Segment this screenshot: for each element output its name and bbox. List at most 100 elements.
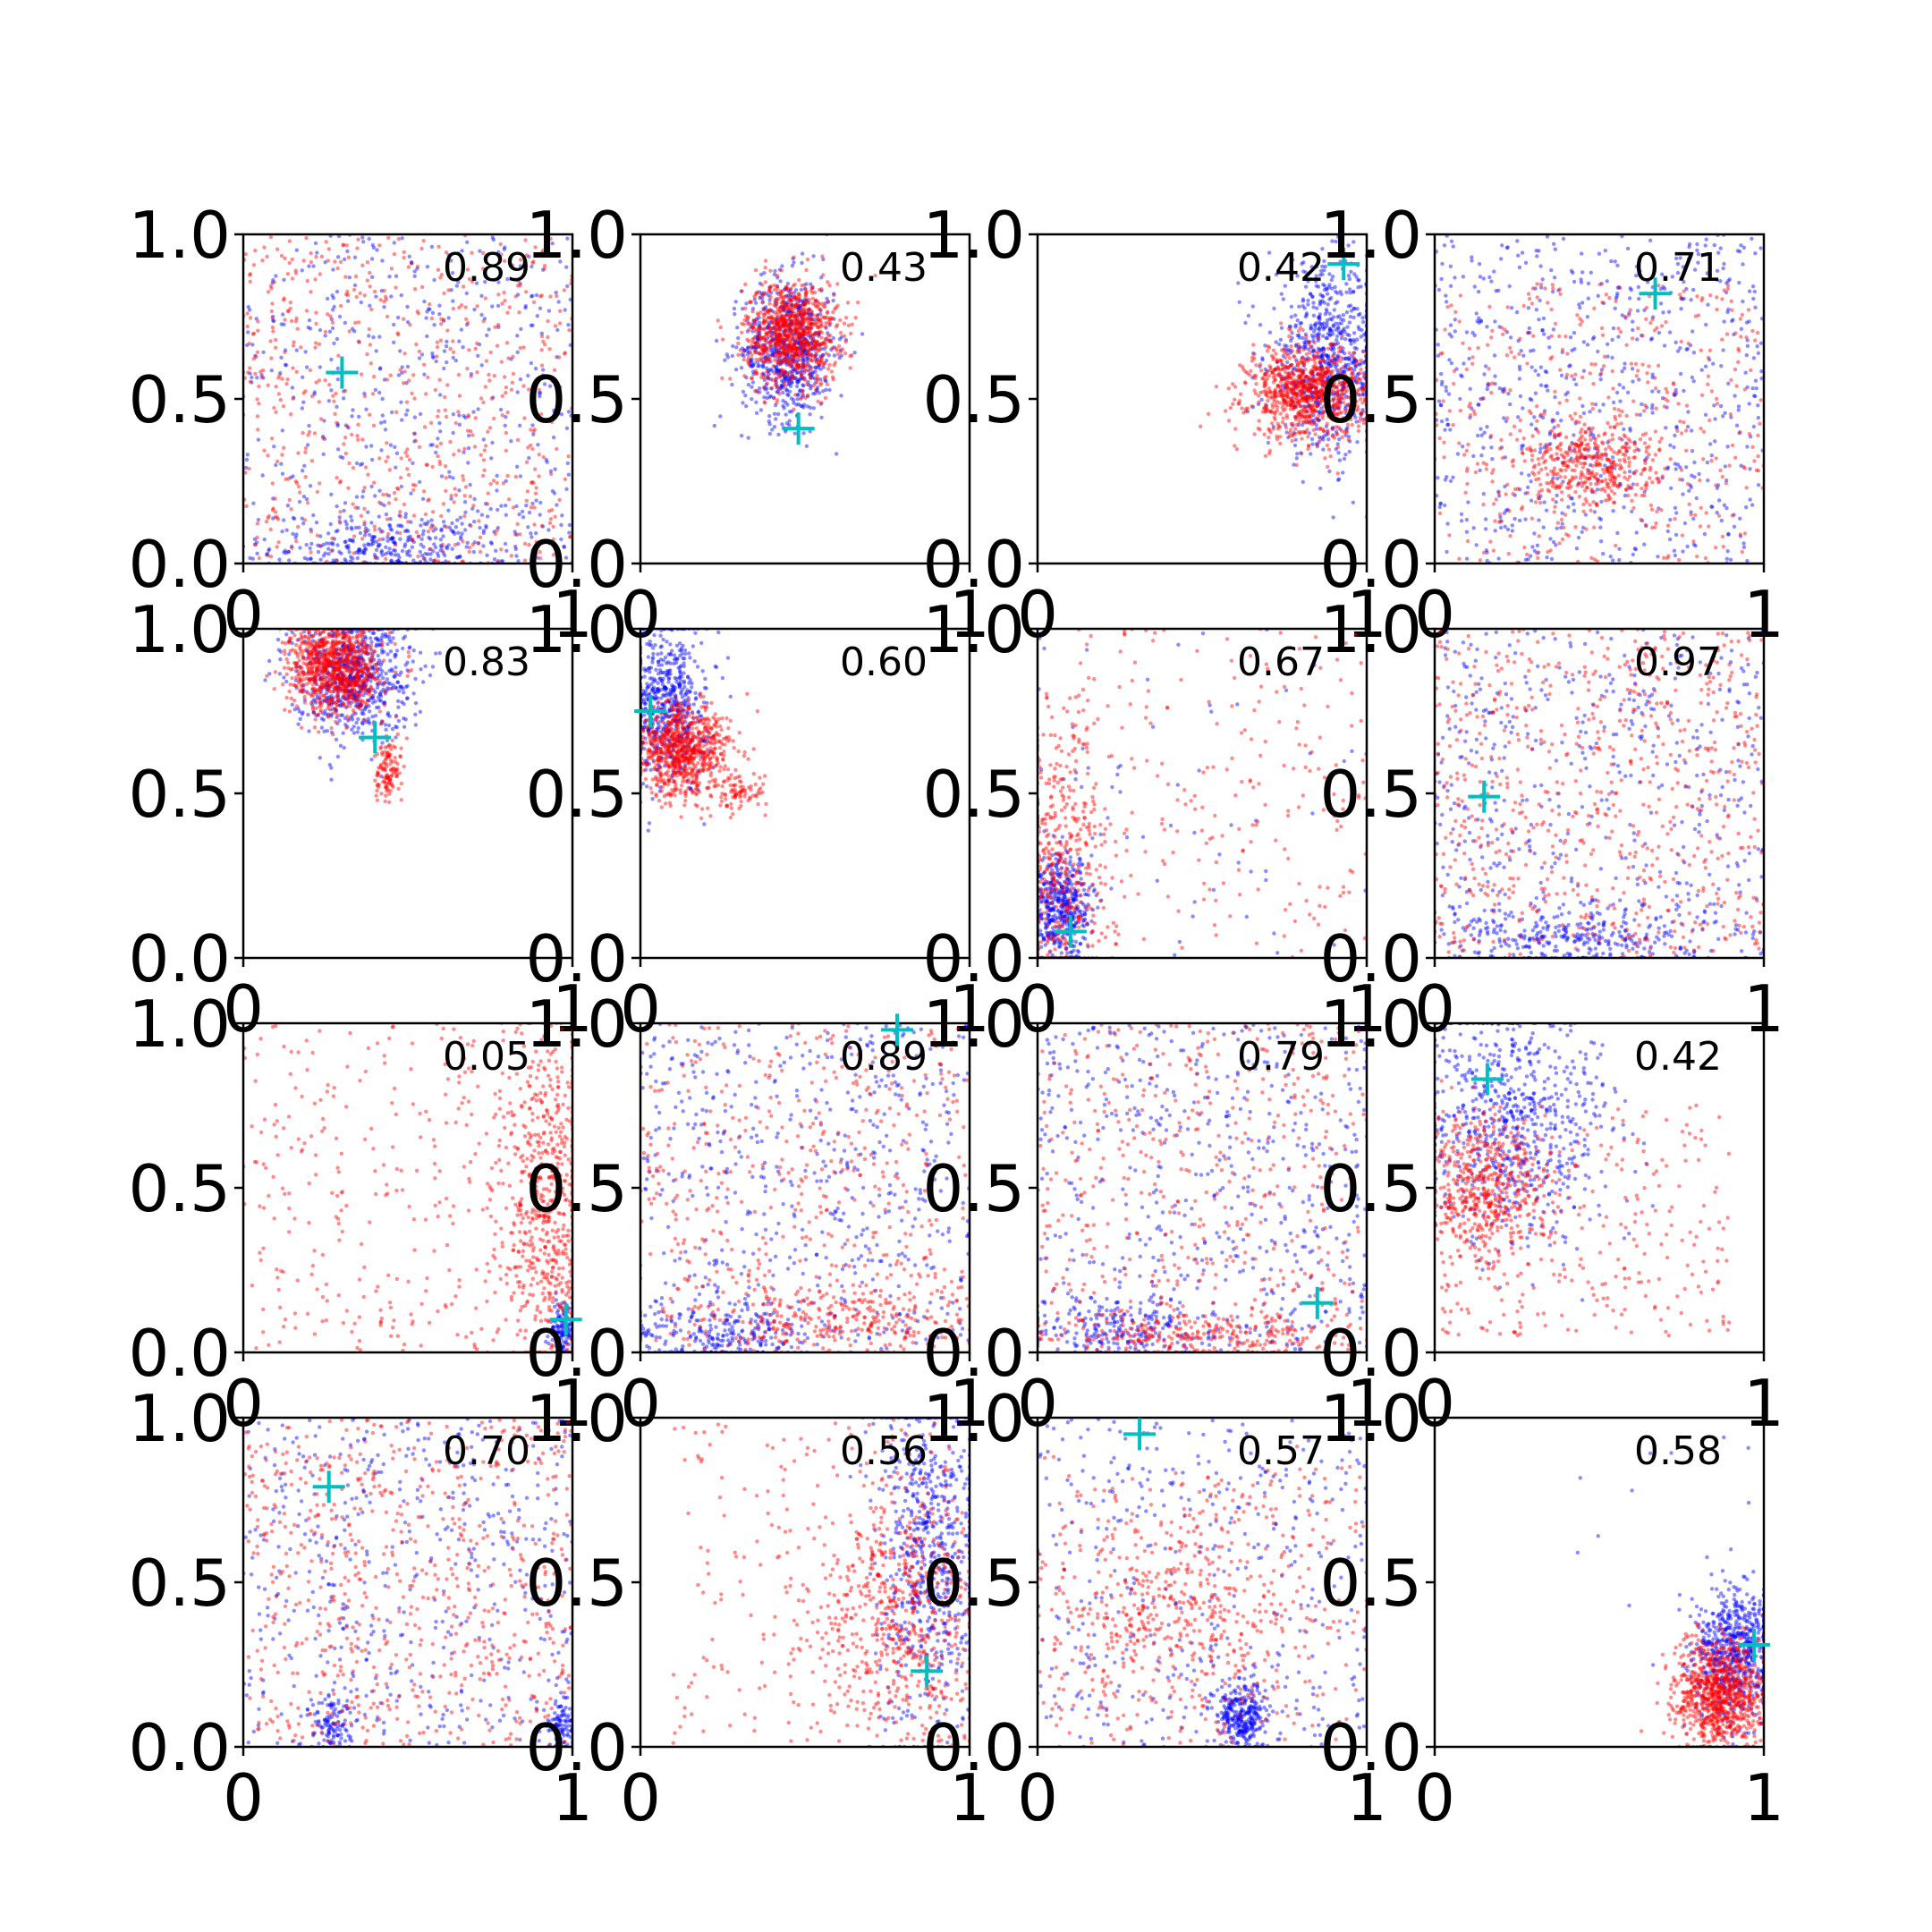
blue-point (331, 558, 335, 563)
y-tick-label: 0.0 (525, 527, 628, 602)
red-point (492, 374, 496, 378)
red-point (486, 429, 490, 434)
red-point (1273, 391, 1277, 395)
blue-point (492, 277, 497, 283)
red-point (548, 517, 554, 521)
blue-point (791, 375, 795, 379)
blue-point (796, 402, 801, 407)
blue-point (1316, 335, 1321, 339)
blue-point (1323, 264, 1328, 269)
red-point (804, 329, 809, 334)
red-point (554, 253, 558, 258)
red-point (761, 306, 766, 311)
red-point (757, 326, 762, 330)
blue-point (468, 522, 472, 528)
blue-point (1462, 361, 1466, 366)
red-point (282, 298, 286, 302)
blue-point (1311, 301, 1316, 305)
blue-point (1355, 337, 1360, 342)
red-point (355, 434, 360, 438)
blue-point (1310, 349, 1315, 354)
blue-point (430, 310, 436, 315)
y-tick-label: 0.5 (525, 362, 628, 437)
red-point (788, 291, 792, 295)
blue-point (1356, 285, 1360, 290)
red-point (435, 340, 440, 344)
blue-point (1309, 386, 1314, 390)
red-point (496, 323, 501, 327)
blue-point (1548, 537, 1553, 541)
blue-point (256, 517, 261, 522)
blue-point (1561, 236, 1566, 242)
red-point (775, 354, 780, 360)
blue-point (1278, 337, 1284, 342)
blue-point (1267, 330, 1273, 335)
red-point (1304, 399, 1309, 403)
blue-point (271, 277, 275, 283)
blue-point (775, 334, 779, 338)
blue-point (802, 311, 808, 316)
blue-point (750, 363, 755, 368)
blue-point (801, 299, 805, 304)
red-point (811, 340, 816, 344)
blue-point (422, 299, 427, 304)
red-point (1314, 416, 1318, 420)
blue-point (781, 383, 785, 387)
red-point (802, 310, 807, 315)
red-point (1304, 394, 1309, 399)
blue-point (1339, 373, 1344, 377)
blue-point (298, 546, 302, 550)
blue-point (809, 282, 813, 286)
blue-point (306, 325, 310, 330)
red-point (562, 352, 567, 356)
red-point (448, 439, 453, 445)
red-point (527, 542, 531, 547)
blue-point (818, 354, 823, 359)
red-point (345, 424, 350, 428)
blue-point (375, 555, 380, 561)
red-point (386, 501, 392, 505)
red-point (822, 315, 827, 319)
blue-point (757, 386, 762, 391)
red-point (398, 510, 402, 514)
blue-point (429, 518, 434, 522)
blue-point (776, 343, 781, 348)
blue-point (778, 338, 783, 343)
red-point (457, 394, 462, 398)
blue-point (1326, 355, 1331, 360)
red-point (810, 284, 815, 289)
red-point (504, 448, 508, 453)
red-point (790, 305, 794, 309)
blue-point (1331, 515, 1335, 520)
red-point (1257, 394, 1261, 398)
blue-point (757, 290, 762, 294)
red-point (473, 416, 478, 420)
red-point (539, 348, 544, 352)
red-point (777, 326, 782, 330)
red-point (777, 342, 782, 346)
blue-point (791, 360, 795, 364)
blue-point (792, 357, 796, 362)
red-point (818, 343, 822, 348)
blue-point (1237, 300, 1241, 304)
blue-point (767, 298, 772, 302)
blue-point (329, 317, 335, 322)
red-point (774, 335, 778, 340)
red-point (801, 361, 805, 366)
blue-point (463, 415, 468, 420)
blue-point (746, 345, 750, 350)
blue-point (793, 329, 798, 334)
red-point (873, 274, 877, 278)
blue-point (326, 552, 331, 556)
blue-point (756, 330, 761, 335)
blue-point (792, 338, 797, 343)
blue-point (1297, 333, 1301, 337)
red-point (762, 335, 767, 340)
red-point (805, 363, 809, 369)
blue-point (775, 389, 781, 394)
red-point (785, 337, 790, 343)
red-point (807, 330, 811, 335)
blue-point (335, 423, 340, 428)
blue-point (745, 329, 750, 334)
red-point (813, 332, 818, 336)
